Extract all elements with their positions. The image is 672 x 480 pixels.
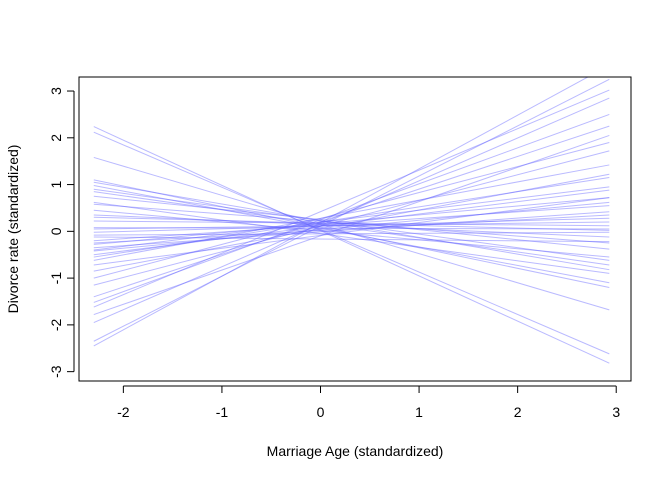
regression-line-15 xyxy=(93,231,610,236)
regression-line-1 xyxy=(93,126,610,364)
regression-line-26 xyxy=(93,141,610,279)
regression-line-28 xyxy=(93,125,610,298)
regression-line-12 xyxy=(93,220,610,227)
regression-line-10 xyxy=(93,203,610,244)
regression-line-18 xyxy=(93,197,610,245)
y-axis-title: Divorce rate (standardized) xyxy=(5,145,21,314)
x-tick-label: 1 xyxy=(415,404,423,420)
x-tick-label: -2 xyxy=(117,404,130,420)
y-tick-label: 2 xyxy=(48,134,64,142)
regression-line-33 xyxy=(93,78,610,342)
regression-line-29 xyxy=(93,113,610,303)
regression-line-8 xyxy=(93,191,610,266)
regression-line-2 xyxy=(93,131,610,355)
x-axis: -2 -1 0 1 2 3 xyxy=(117,385,620,420)
regression-line-40 xyxy=(93,186,610,251)
y-tick-label: 0 xyxy=(48,227,64,235)
regression-line-38 xyxy=(93,214,610,244)
regression-line-7 xyxy=(93,188,610,261)
regression-line-25 xyxy=(93,173,610,272)
regression-line-20 xyxy=(93,201,610,252)
regression-line-11 xyxy=(93,216,610,231)
regression-line-16 xyxy=(93,236,610,243)
regression-line-22 xyxy=(93,177,610,258)
regression-line-13 xyxy=(93,227,610,230)
y-tick-label: -3 xyxy=(48,365,64,378)
regression-line-32 xyxy=(93,97,610,323)
x-tick-label: -1 xyxy=(216,404,229,420)
regression-line-36 xyxy=(93,201,610,274)
regression-line-31 xyxy=(93,134,610,316)
regression-line-23 xyxy=(93,164,610,261)
regression-line-35 xyxy=(93,209,610,258)
regression-line-21 xyxy=(93,189,610,256)
regression-line-14 xyxy=(93,217,610,233)
x-axis-title: Marriage Age (standardized) xyxy=(267,443,444,459)
regression-line-4 xyxy=(93,179,610,288)
y-tick-label: -1 xyxy=(48,272,64,285)
y-tick-label: 3 xyxy=(48,87,64,95)
regression-line-9 xyxy=(93,195,610,250)
regression-line-24 xyxy=(93,197,610,266)
regression-line-39 xyxy=(93,221,610,230)
regression-line-17 xyxy=(93,205,610,242)
regression-line-6 xyxy=(93,185,610,284)
x-tick-label: 3 xyxy=(612,404,620,420)
regression-line-27 xyxy=(93,150,610,286)
regression-line-37 xyxy=(93,214,610,238)
regression-line-5 xyxy=(93,181,610,271)
regression-line-3 xyxy=(93,156,610,311)
regression-line-30 xyxy=(93,89,610,308)
regression-lines xyxy=(93,77,610,364)
plot-frame xyxy=(78,76,632,382)
x-tick-label: 2 xyxy=(514,404,522,420)
x-tick-label: 0 xyxy=(317,404,325,420)
y-axis: -3 -2 -1 0 1 2 3 xyxy=(48,87,75,378)
y-tick-label: 1 xyxy=(48,180,64,188)
y-tick-label: -2 xyxy=(48,318,64,331)
regression-line-19 xyxy=(93,211,610,249)
regression-line-34 xyxy=(93,77,589,347)
